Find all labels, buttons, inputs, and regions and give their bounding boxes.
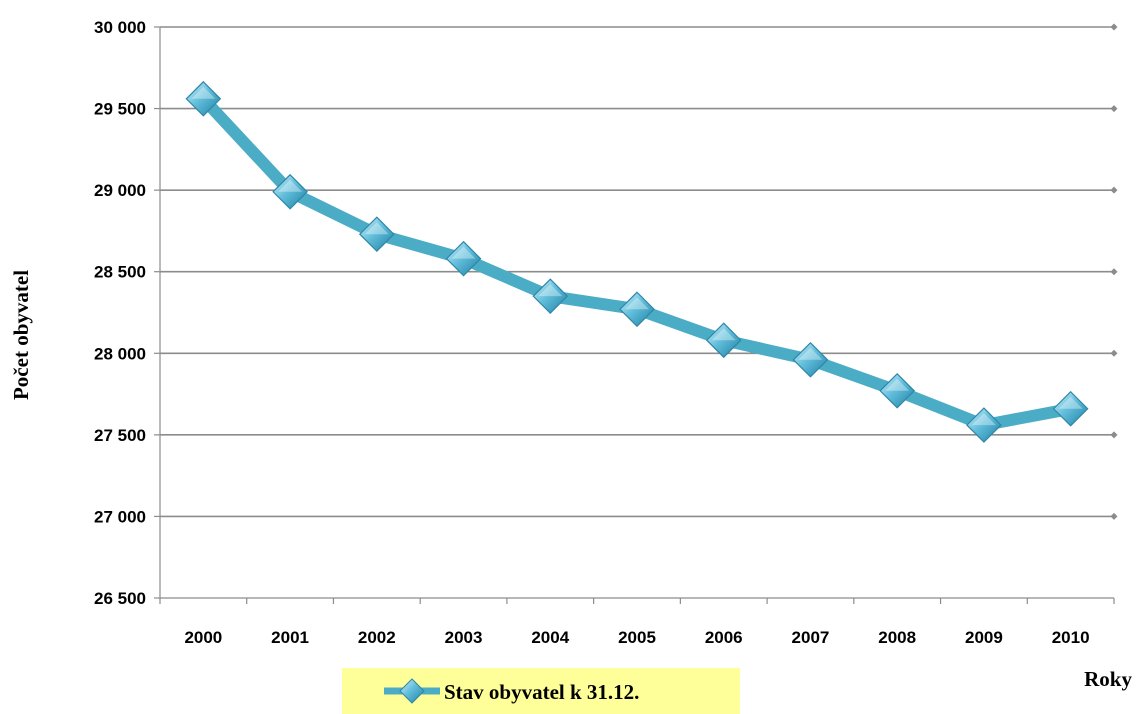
gridline-end-marker — [1110, 349, 1118, 357]
y-tick-label: 27 500 — [94, 426, 146, 445]
data-point-marker — [358, 216, 395, 253]
data-point-marker — [1052, 390, 1089, 427]
data-point-highlight — [364, 222, 389, 235]
x-tick-label: 2008 — [878, 628, 916, 647]
y-tick-labels: 26 500 27 000 27 500 28 000 28 500 29 000 29 5… — [94, 18, 146, 608]
y-axis-title: Počet obyvatel — [9, 270, 33, 400]
x-tick-label: 2007 — [792, 628, 830, 647]
x-tick-label: 2006 — [705, 628, 743, 647]
data-point-highlight — [971, 413, 996, 426]
data-point-marker — [792, 341, 829, 378]
data-point-marker — [185, 80, 222, 117]
data-point-marker — [966, 407, 1002, 443]
x-tick-label: 2001 — [271, 628, 309, 647]
data-point-marker — [705, 322, 742, 359]
legend-marker-icon — [399, 678, 425, 704]
x-tick-label: 2000 — [184, 628, 222, 647]
gridline-end-marker — [1110, 186, 1118, 194]
data-point-highlight — [538, 284, 563, 297]
x-tick-label: 2005 — [618, 628, 656, 647]
x-tick-label: 2009 — [965, 628, 1003, 647]
gridline-end-marker — [1110, 512, 1118, 520]
legend: Stav obyvatel k 31.12. — [342, 668, 740, 714]
x-tick-labels: 2000 2001 2002 2003 2004 2005 2006 2007 2008 2009… — [184, 628, 1089, 647]
data-point-marker — [445, 240, 482, 277]
data-point-marker — [879, 372, 916, 409]
gridline-end-marker — [1110, 23, 1118, 31]
gridline-end-marker — [1110, 431, 1118, 439]
data-point-highlight — [885, 378, 910, 391]
x-tick-label: 2010 — [1052, 628, 1090, 647]
y-tick-label: 27 000 — [94, 507, 146, 526]
y-tick-label: 28 000 — [94, 344, 146, 363]
y-tick-label: 30 000 — [94, 18, 146, 37]
legend-label: Stav obyvatel k 31.12. — [444, 680, 639, 704]
series-line-path — [197, 92, 1077, 432]
y-tick-label: 29 500 — [94, 100, 146, 119]
data-point-highlight — [1058, 396, 1083, 409]
gridline-end-marker — [1110, 268, 1118, 276]
data-point-highlight — [278, 179, 303, 192]
y-tick-label: 29 000 — [94, 181, 146, 200]
y-tick-label: 28 500 — [94, 263, 146, 282]
data-point-highlight — [711, 328, 736, 341]
grid-lines — [160, 23, 1118, 520]
x-tick-label: 2004 — [531, 628, 569, 647]
axes — [154, 26, 1115, 604]
data-point-highlight — [625, 297, 649, 310]
x-axis-title: Roky — [1084, 667, 1132, 691]
series-markers — [185, 80, 1089, 443]
data-point-marker — [619, 291, 655, 328]
data-point-highlight — [798, 347, 823, 360]
series-line — [197, 92, 1077, 432]
y-tick-label: 26 500 — [94, 589, 146, 608]
x-tick-label: 2002 — [358, 628, 396, 647]
x-tick-label: 2003 — [445, 628, 483, 647]
gridline-end-marker — [1110, 105, 1118, 113]
data-point-highlight — [451, 246, 476, 259]
data-point-highlight — [191, 86, 216, 99]
data-point-marker — [272, 173, 308, 210]
data-point-marker — [532, 278, 569, 315]
